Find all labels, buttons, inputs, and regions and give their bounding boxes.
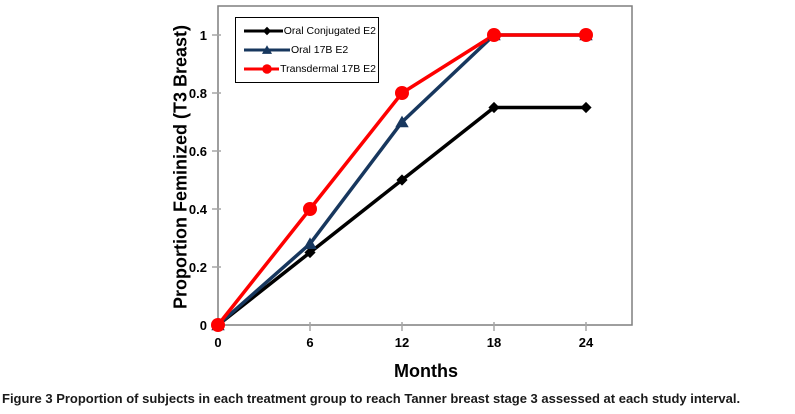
- figure-caption-label: Figure 3: [2, 391, 53, 406]
- y-axis-title: Proportion Feminized (T3 Breast): [170, 24, 191, 310]
- legend-item-oral-conjugated-e2: Oral Conjugated E2: [244, 24, 376, 38]
- y-tick-label: 0.6: [189, 144, 207, 159]
- figure-chart: 0 6 12 18 24 0 0.2 0.4 0.6 0.8 1 Proportion Femini…: [170, 5, 633, 381]
- diamond-marker: [488, 101, 500, 114]
- figure-caption: Figure 3 Proportion of subjects in each …: [0, 388, 795, 406]
- legend-label: Transdermal 17B E2: [280, 62, 376, 75]
- legend-key-circle: [244, 63, 280, 74]
- y-tick-label: 0.8: [189, 86, 207, 101]
- diamond-marker: [580, 101, 592, 114]
- plot-border: [217, 5, 633, 326]
- legend-label: Oral 17B E2: [291, 43, 349, 56]
- diamond-marker: [304, 246, 316, 259]
- x-axis-title: Months: [394, 361, 458, 381]
- y-tick-label: 1: [200, 28, 207, 43]
- circle-marker: [262, 63, 272, 74]
- legend-key-triangle: [244, 45, 290, 54]
- circle-marker: [579, 28, 593, 42]
- diamond-marker: [396, 174, 408, 186]
- circle-marker: [211, 318, 225, 332]
- diamond-marker: [262, 27, 272, 36]
- circle-marker: [303, 202, 317, 216]
- x-tick-label: 12: [395, 335, 409, 350]
- circle-marker: [395, 86, 409, 100]
- triangle-marker: [395, 115, 409, 128]
- circle-marker: [487, 28, 501, 42]
- y-tick-label: 0: [200, 318, 207, 333]
- x-tick-label: 6: [306, 335, 313, 350]
- x-tick-label: 24: [579, 335, 594, 350]
- x-tick-label: 18: [487, 335, 501, 350]
- legend-item-transdermal-17b-e2: Transdermal 17B E2: [244, 62, 376, 76]
- y-tick-label: 0.2: [189, 260, 207, 275]
- x-tick-label: 0: [214, 335, 221, 350]
- series-line: [216, 105, 588, 327]
- legend-item-oral-17b-e2: Oral 17B E2: [244, 43, 376, 57]
- legend-key-diamond: [244, 27, 283, 36]
- chart-legend: Oral Conjugated E2 Oral 17B E2 Transdermal…: [235, 17, 379, 83]
- legend-label: Oral Conjugated E2: [283, 25, 376, 38]
- triangle-marker: [261, 45, 273, 54]
- y-tick-label: 0.4: [189, 202, 208, 217]
- figure-caption-text: Proportion of subjects in each treatment…: [52, 391, 741, 406]
- chart-plot: 0 6 12 18 24 0 0.2 0.4 0.6 0.8 1: [189, 5, 633, 350]
- triangle-marker: [303, 237, 317, 250]
